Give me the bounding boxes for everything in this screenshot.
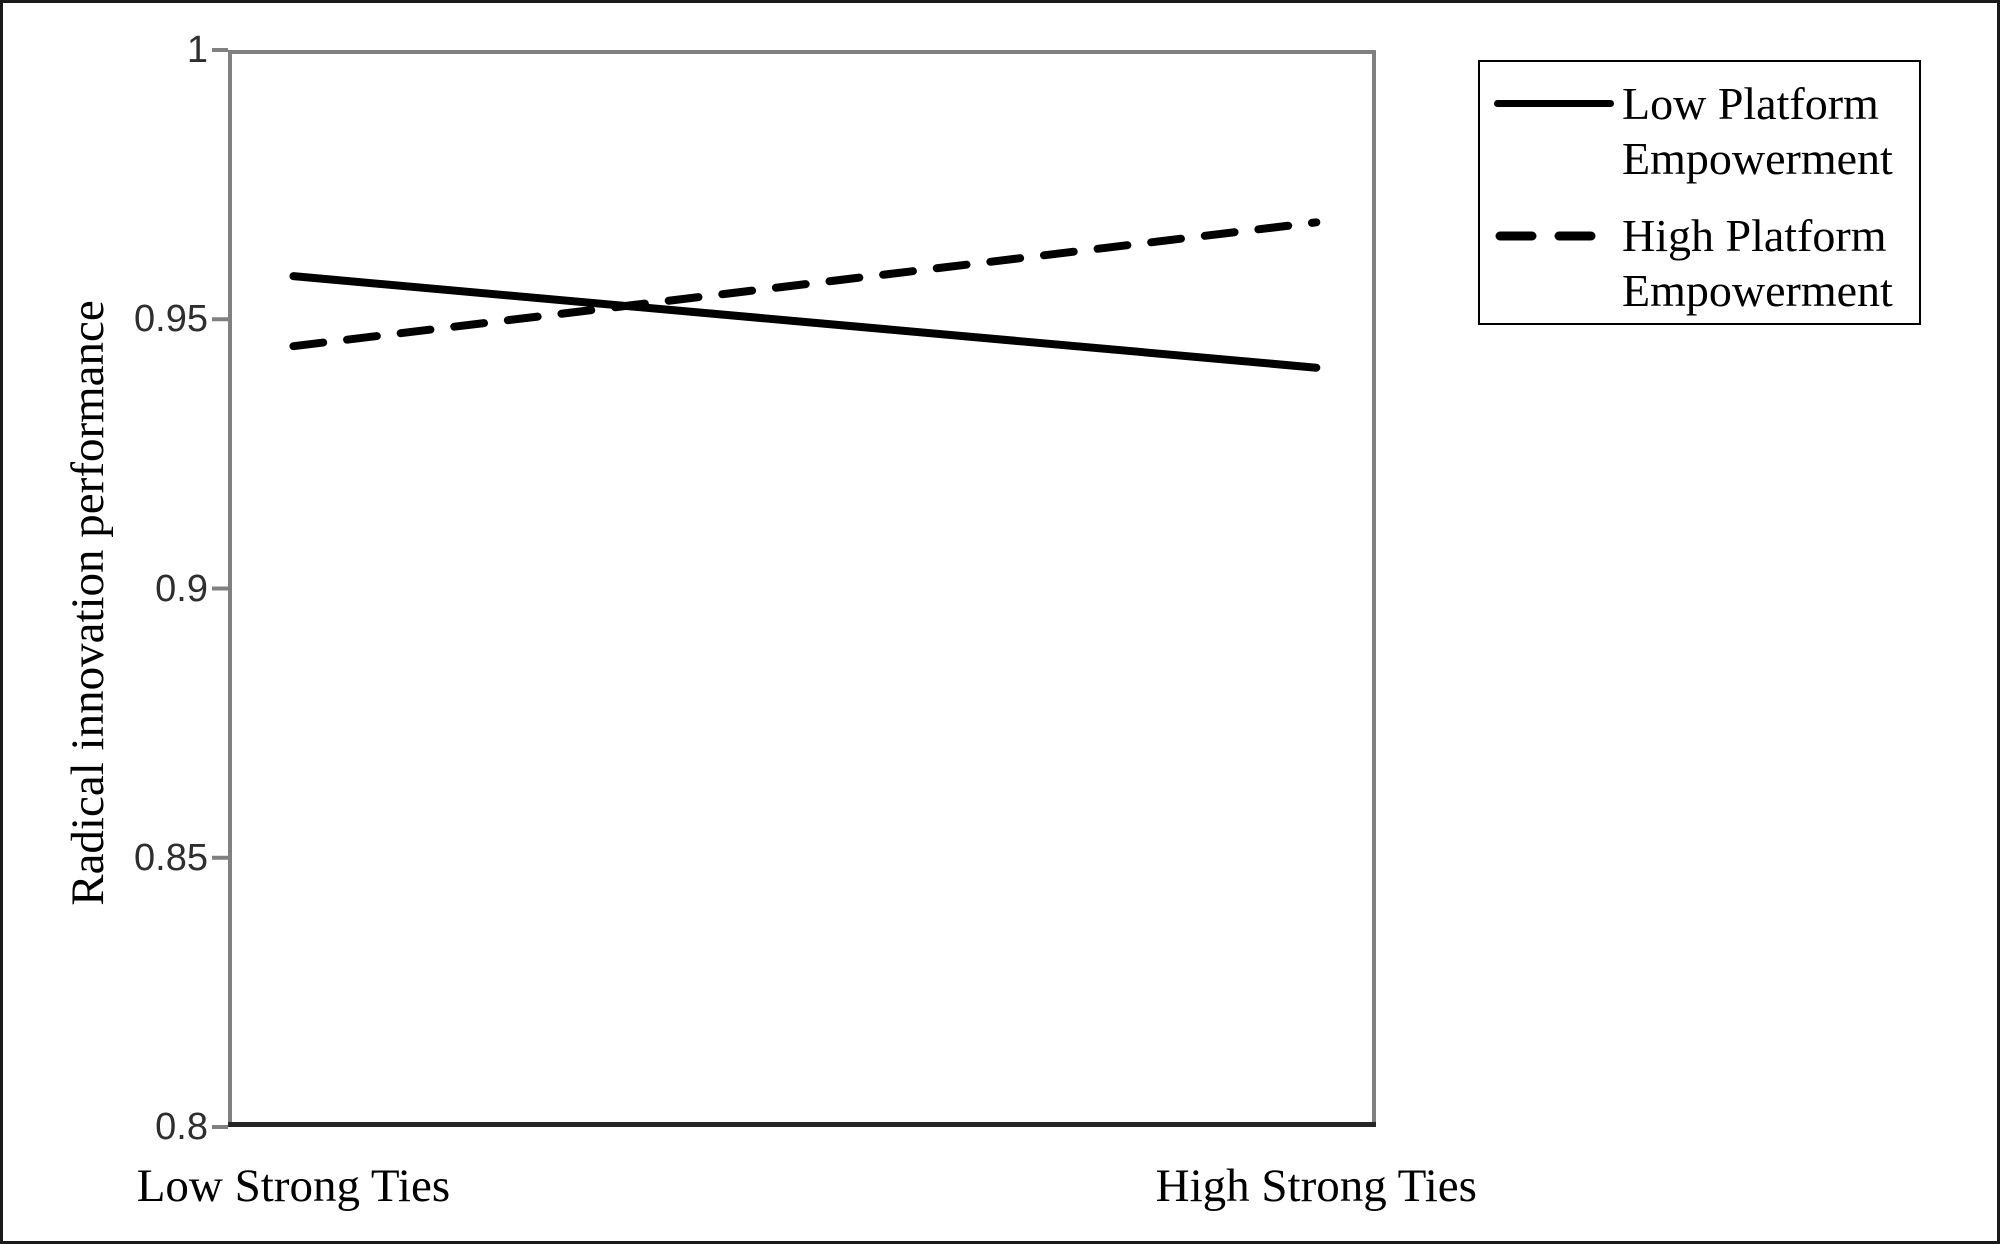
legend-label: Low Platform Empowerment [1622, 78, 1893, 184]
y-tick-label: 1 [186, 29, 208, 71]
y-tick-label: 0.9 [155, 567, 208, 610]
legend-item-high-platform: High Platform Empowerment [1494, 208, 1919, 318]
series-line-low-platform-empowerment [289, 272, 1321, 372]
legend: Low Platform Empowerment High Platform E… [1478, 60, 1921, 325]
legend-item-low-platform: Low Platform Empowerment [1494, 76, 1919, 186]
solid-line-sample-icon [1494, 76, 1622, 131]
legend-label: High Platform Empowerment [1622, 210, 1893, 316]
y-tick-label: 0.8 [155, 1106, 208, 1148]
y-tick-label: 0.85 [134, 836, 208, 879]
dashed-line-sample-icon [1494, 208, 1622, 263]
plot-area [212, 48, 1376, 1129]
x-category-label: High Strong Ties [1155, 1160, 1477, 1212]
x-category-label: Low Strong Ties [136, 1160, 451, 1212]
y-tick-label: 0.95 [134, 298, 208, 341]
series-line-high-platform-empowerment [289, 218, 1321, 351]
